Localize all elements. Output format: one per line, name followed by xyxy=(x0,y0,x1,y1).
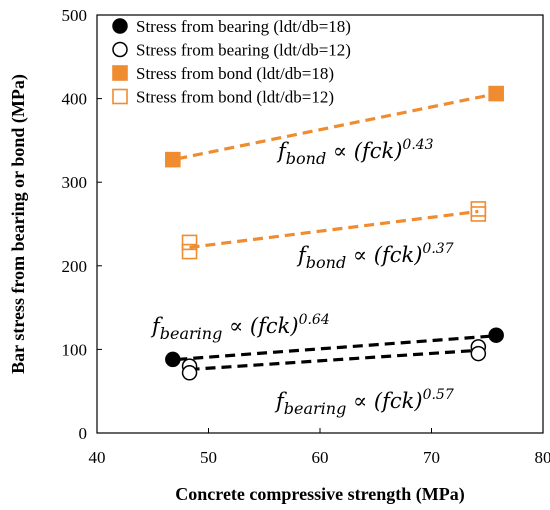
power-law-annotation: fbond ∝ (fck)0.37 xyxy=(296,241,454,272)
trend-lines xyxy=(176,92,494,372)
x-tick-label: 80 xyxy=(535,448,550,467)
annotations: fbond ∝ (fck)0.43 fbond ∝ (fck)0.37 fbeari… xyxy=(150,137,454,418)
y-tick-label: 200 xyxy=(62,257,88,276)
data-point xyxy=(165,151,181,168)
x-tick-label: 70 xyxy=(423,448,440,467)
x-tick-label: 60 xyxy=(312,448,329,467)
data-point xyxy=(470,345,487,362)
data-point xyxy=(181,243,198,260)
y-tick-label: 100 xyxy=(62,340,88,359)
legend-marker xyxy=(112,41,128,58)
data-point xyxy=(165,351,181,368)
legend-marker xyxy=(112,65,128,81)
axis-ticks: 0 100 200 300 400 500 40 50 60 70 80 xyxy=(62,6,550,467)
y-tick-label: 0 xyxy=(79,424,88,443)
legend-entry: Stress from bearing (ldt/db=18) xyxy=(136,17,351,36)
data-point xyxy=(470,201,487,217)
legend-entry: Stress from bearing (ldt/db=12) xyxy=(136,41,351,60)
legend-entry: Stress from bond (ldt/db=18) xyxy=(136,64,334,83)
data-point xyxy=(181,365,198,381)
power-law-annotation: fbearing ∝ (fck)0.64 xyxy=(150,312,330,343)
y-tick-label: 500 xyxy=(62,6,88,25)
trend-line xyxy=(176,92,494,161)
power-law-annotation: fbearing ∝ (fck)0.57 xyxy=(274,387,454,418)
data-point xyxy=(488,327,504,343)
x-tick-label: 50 xyxy=(200,448,217,467)
data-point xyxy=(488,85,504,102)
data-point xyxy=(181,234,198,251)
trend-line xyxy=(189,209,479,249)
trend-line xyxy=(177,334,493,362)
legend-entry: Stress from bond (ldt/db=12) xyxy=(136,88,334,107)
legend: Stress from bearing (ldt/db=18) Stress fr… xyxy=(112,17,351,107)
x-axis-title: Concrete compressive strength (MPa) xyxy=(175,484,464,505)
y-axis-title: Bar stress from bearing or bond (MPa) xyxy=(8,74,29,374)
data-points xyxy=(165,85,504,381)
legend-marker xyxy=(112,18,128,34)
power-law-annotation: fbond ∝ (fck)0.43 xyxy=(276,137,434,168)
legend-marker xyxy=(112,88,128,105)
y-tick-label: 400 xyxy=(62,90,88,109)
x-tick-label: 40 xyxy=(89,448,106,467)
data-point xyxy=(470,206,487,222)
y-tick-label: 300 xyxy=(62,173,88,192)
trend-line xyxy=(189,348,480,372)
